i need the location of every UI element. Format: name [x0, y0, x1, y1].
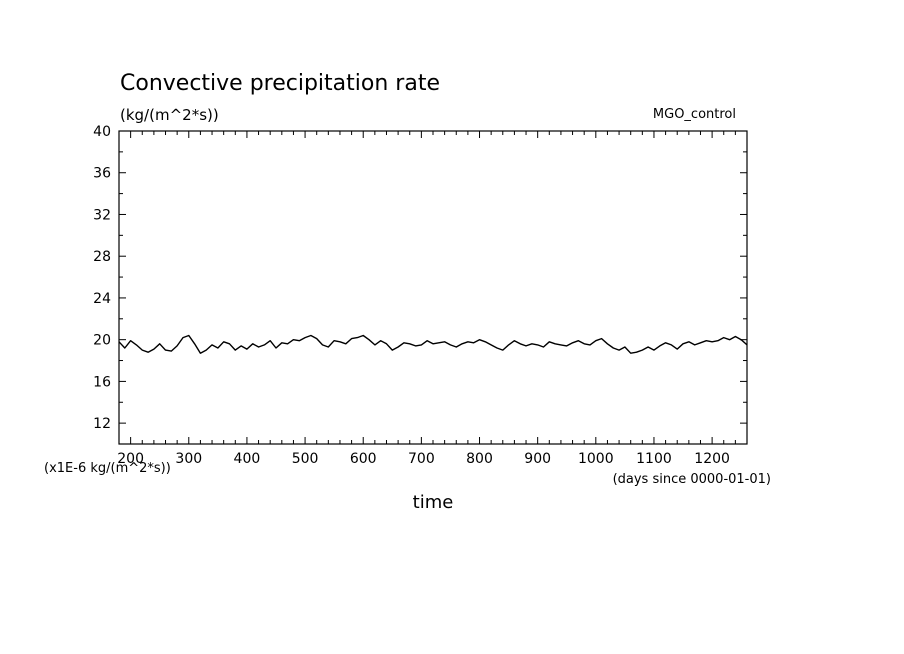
x-axis: 200 300 400 500 600 700 800 900 1000 1100 1200 — [117, 131, 748, 467]
chart-units: (kg/(m^2*s)) — [120, 106, 219, 124]
series-line — [118, 334, 748, 354]
x-tick-label: 700 — [408, 451, 435, 467]
x-tick-label: 1000 — [578, 451, 614, 467]
y-tick-label: 12 — [93, 416, 111, 432]
x-tick-label: 300 — [175, 451, 202, 467]
y-scale-note: (x1E-6 kg/(m^2*s)) — [44, 461, 171, 476]
y-tick-label: 40 — [93, 124, 111, 140]
x-tick-label: 800 — [466, 451, 493, 467]
x-tick-label: 1200 — [694, 451, 730, 467]
y-tick-label: 20 — [93, 333, 111, 349]
y-tick-label: 16 — [93, 374, 111, 390]
y-tick-label: 28 — [93, 249, 111, 265]
x-tick-label: 1100 — [636, 451, 672, 467]
y-tick-label: 32 — [93, 207, 111, 223]
x-tick-label: 600 — [350, 451, 377, 467]
chart-title: Convective precipitation rate — [120, 71, 440, 96]
x-units-note: (days since 0000-01-01) — [613, 472, 771, 487]
plot-area: 12 16 20 24 28 32 36 40 200 300 400 500 600 700 800 90… — [93, 124, 748, 467]
x-tick-label: 900 — [524, 451, 551, 467]
x-tick-label: 400 — [234, 451, 261, 467]
x-tick-label: 500 — [292, 451, 319, 467]
y-axis: 12 16 20 24 28 32 36 40 — [93, 124, 747, 445]
x-axis-label: time — [413, 492, 454, 513]
y-tick-label: 36 — [93, 166, 111, 182]
plot-frame — [118, 130, 748, 445]
y-tick-label: 24 — [93, 291, 111, 307]
x-tick-label: 200 — [117, 451, 144, 467]
legend-label: MGO_control — [653, 107, 736, 122]
